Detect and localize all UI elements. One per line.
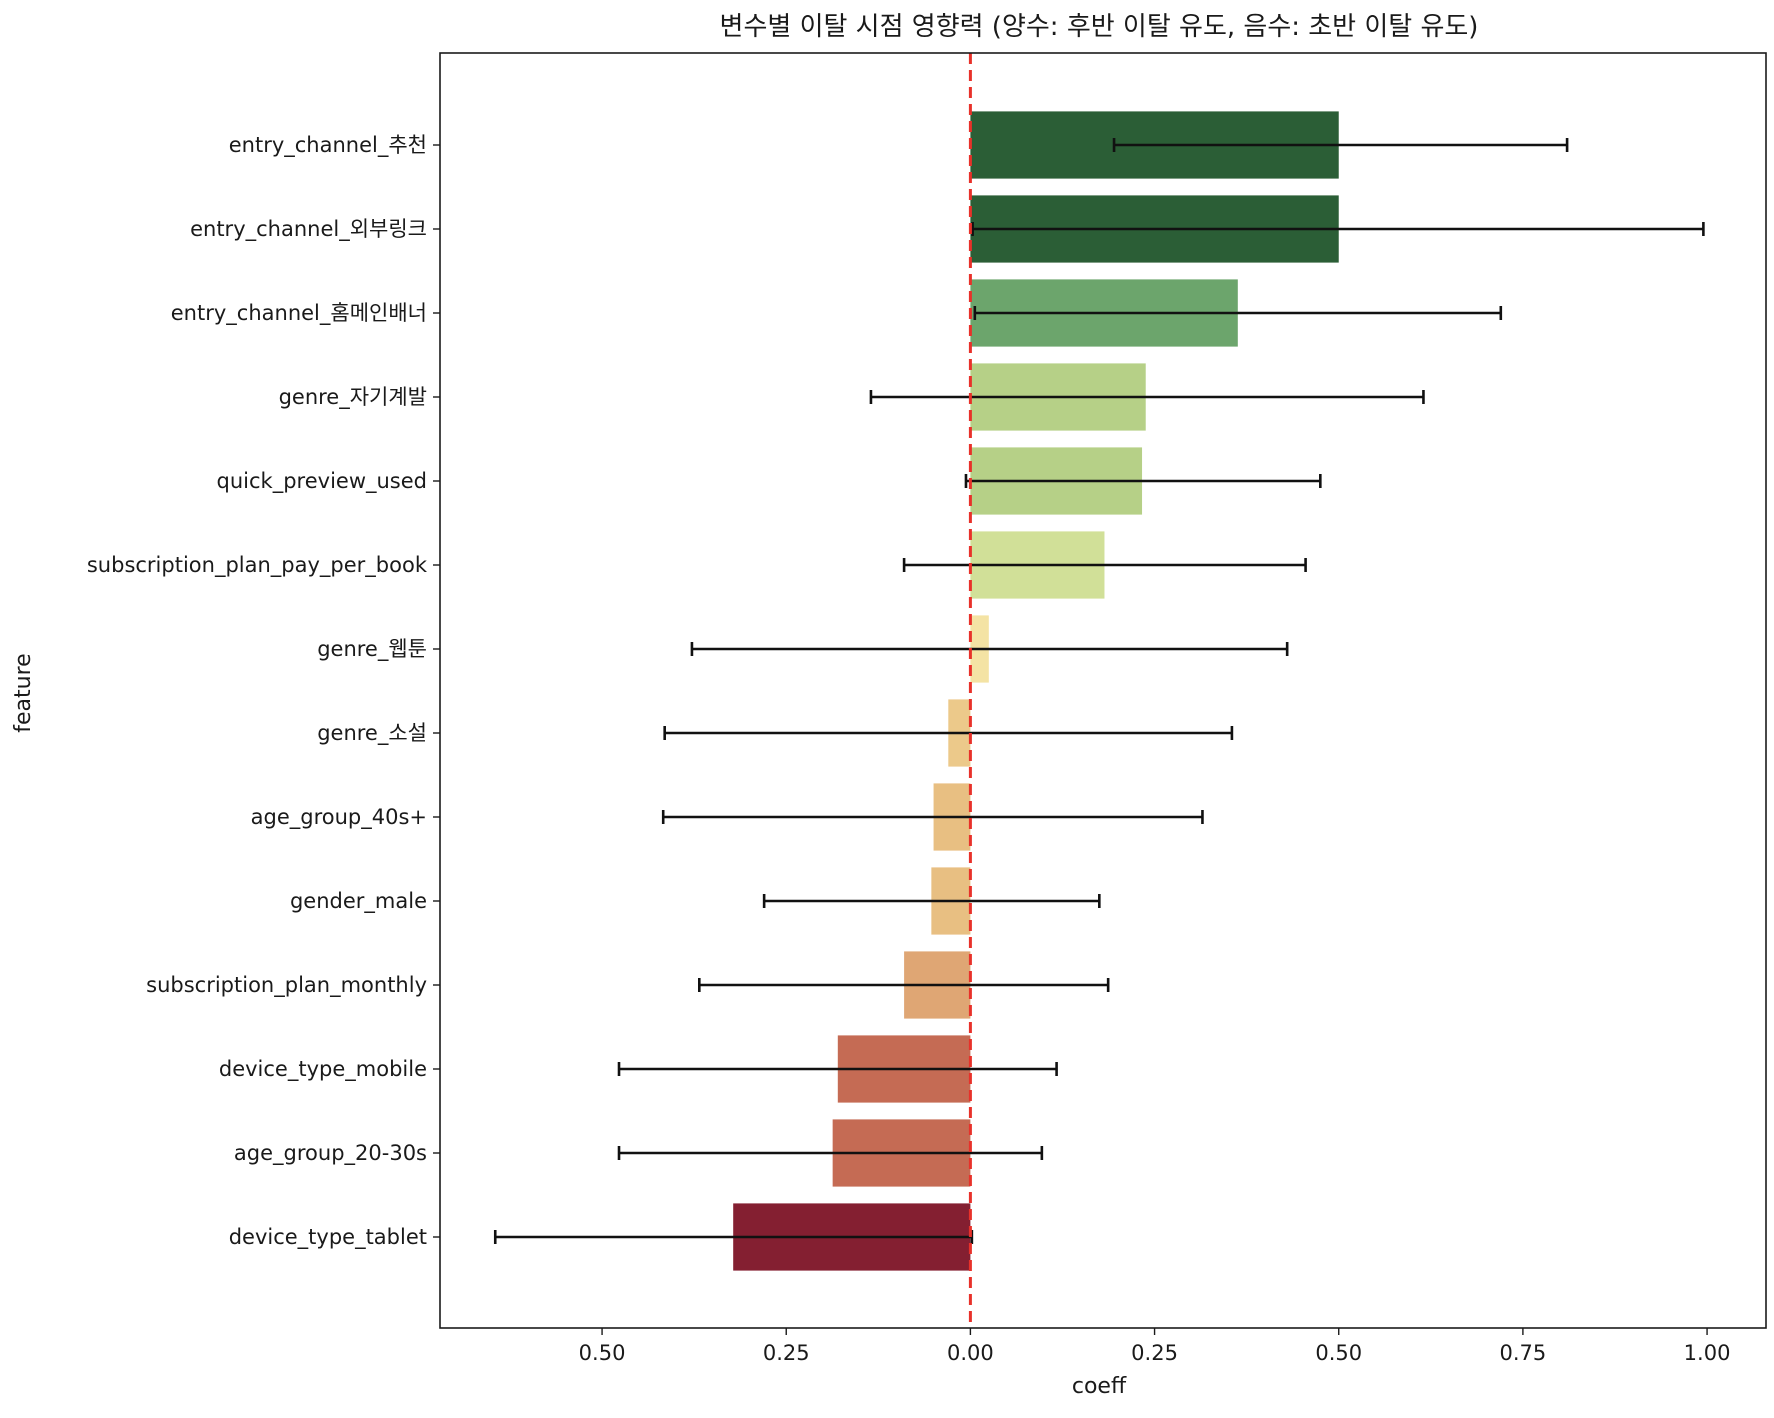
y-label-gender_male: gender_male	[290, 889, 427, 914]
y-labels-layer: entry_channel_추천 entry_channel_외부링크 entry_…	[87, 133, 440, 1250]
error-bar-entry_channel_홈메인배너	[973, 306, 1503, 320]
x-ticks-layer: 0.50 0.25 0.00 0.25 0.50 0.75 1.00	[579, 1328, 1731, 1365]
y-label-genre_웹툰: genre_웹툰	[317, 637, 427, 662]
plot-frame	[439, 52, 1767, 1329]
chart-title: 변수별 이탈 시점 영향력 (양수: 후반 이탈 유도, 음수: 초반 이탈 유…	[720, 12, 1479, 42]
error-bar-device_type_mobile	[617, 1062, 1058, 1076]
x-tick-label-1: 0.25	[763, 1341, 810, 1365]
x-tick-label-4: 0.50	[1315, 1341, 1362, 1365]
y-label-subscription_plan_pay_per_book: subscription_plan_pay_per_book	[87, 553, 428, 578]
y-label-subscription_plan_monthly: subscription_plan_monthly	[146, 973, 427, 998]
y-label-quick_preview_used: quick_preview_used	[217, 469, 427, 494]
x-tick-label-2: 0.00	[947, 1341, 994, 1365]
y-label-age_group_20-30s: age_group_20-30s	[234, 1141, 427, 1166]
y-label-genre_소설: genre_소설	[317, 721, 427, 746]
error-bar-subscription_plan_monthly	[698, 978, 1110, 992]
y-axis-title: feature	[11, 653, 36, 732]
y-label-device_type_mobile: device_type_mobile	[219, 1057, 427, 1082]
error-bar-quick_preview_used	[964, 474, 1322, 488]
error-bar-genre_소설	[663, 726, 1234, 740]
y-label-age_group_40s+: age_group_40s+	[251, 805, 427, 830]
x-tick-label-5: 0.75	[1500, 1341, 1547, 1365]
x-axis-title: coeff	[1072, 1374, 1127, 1399]
y-label-device_type_tablet: device_type_tablet	[229, 1225, 427, 1250]
error-bar-age_group_20-30s	[617, 1146, 1044, 1160]
errorbars-layer	[493, 138, 1705, 1244]
error-bar-entry_channel_외부링크	[971, 222, 1705, 236]
error-bar-entry_channel_추천	[1112, 138, 1569, 152]
y-label-entry_channel_홈메인배너: entry_channel_홈메인배너	[171, 301, 427, 326]
x-tick-label-3: 0.25	[1131, 1341, 1178, 1365]
error-bar-gender_male	[762, 894, 1101, 908]
error-bar-genre_자기계발	[869, 390, 1425, 404]
y-label-entry_channel_추천: entry_channel_추천	[229, 133, 427, 158]
error-bar-genre_웹툰	[690, 642, 1289, 656]
x-tick-label-0: 0.50	[579, 1341, 626, 1365]
y-label-genre_자기계발: genre_자기계발	[279, 385, 427, 410]
x-tick-label-6: 1.00	[1684, 1341, 1731, 1365]
error-bar-age_group_40s+	[661, 810, 1204, 824]
y-label-entry_channel_외부링크: entry_channel_외부링크	[190, 217, 427, 242]
